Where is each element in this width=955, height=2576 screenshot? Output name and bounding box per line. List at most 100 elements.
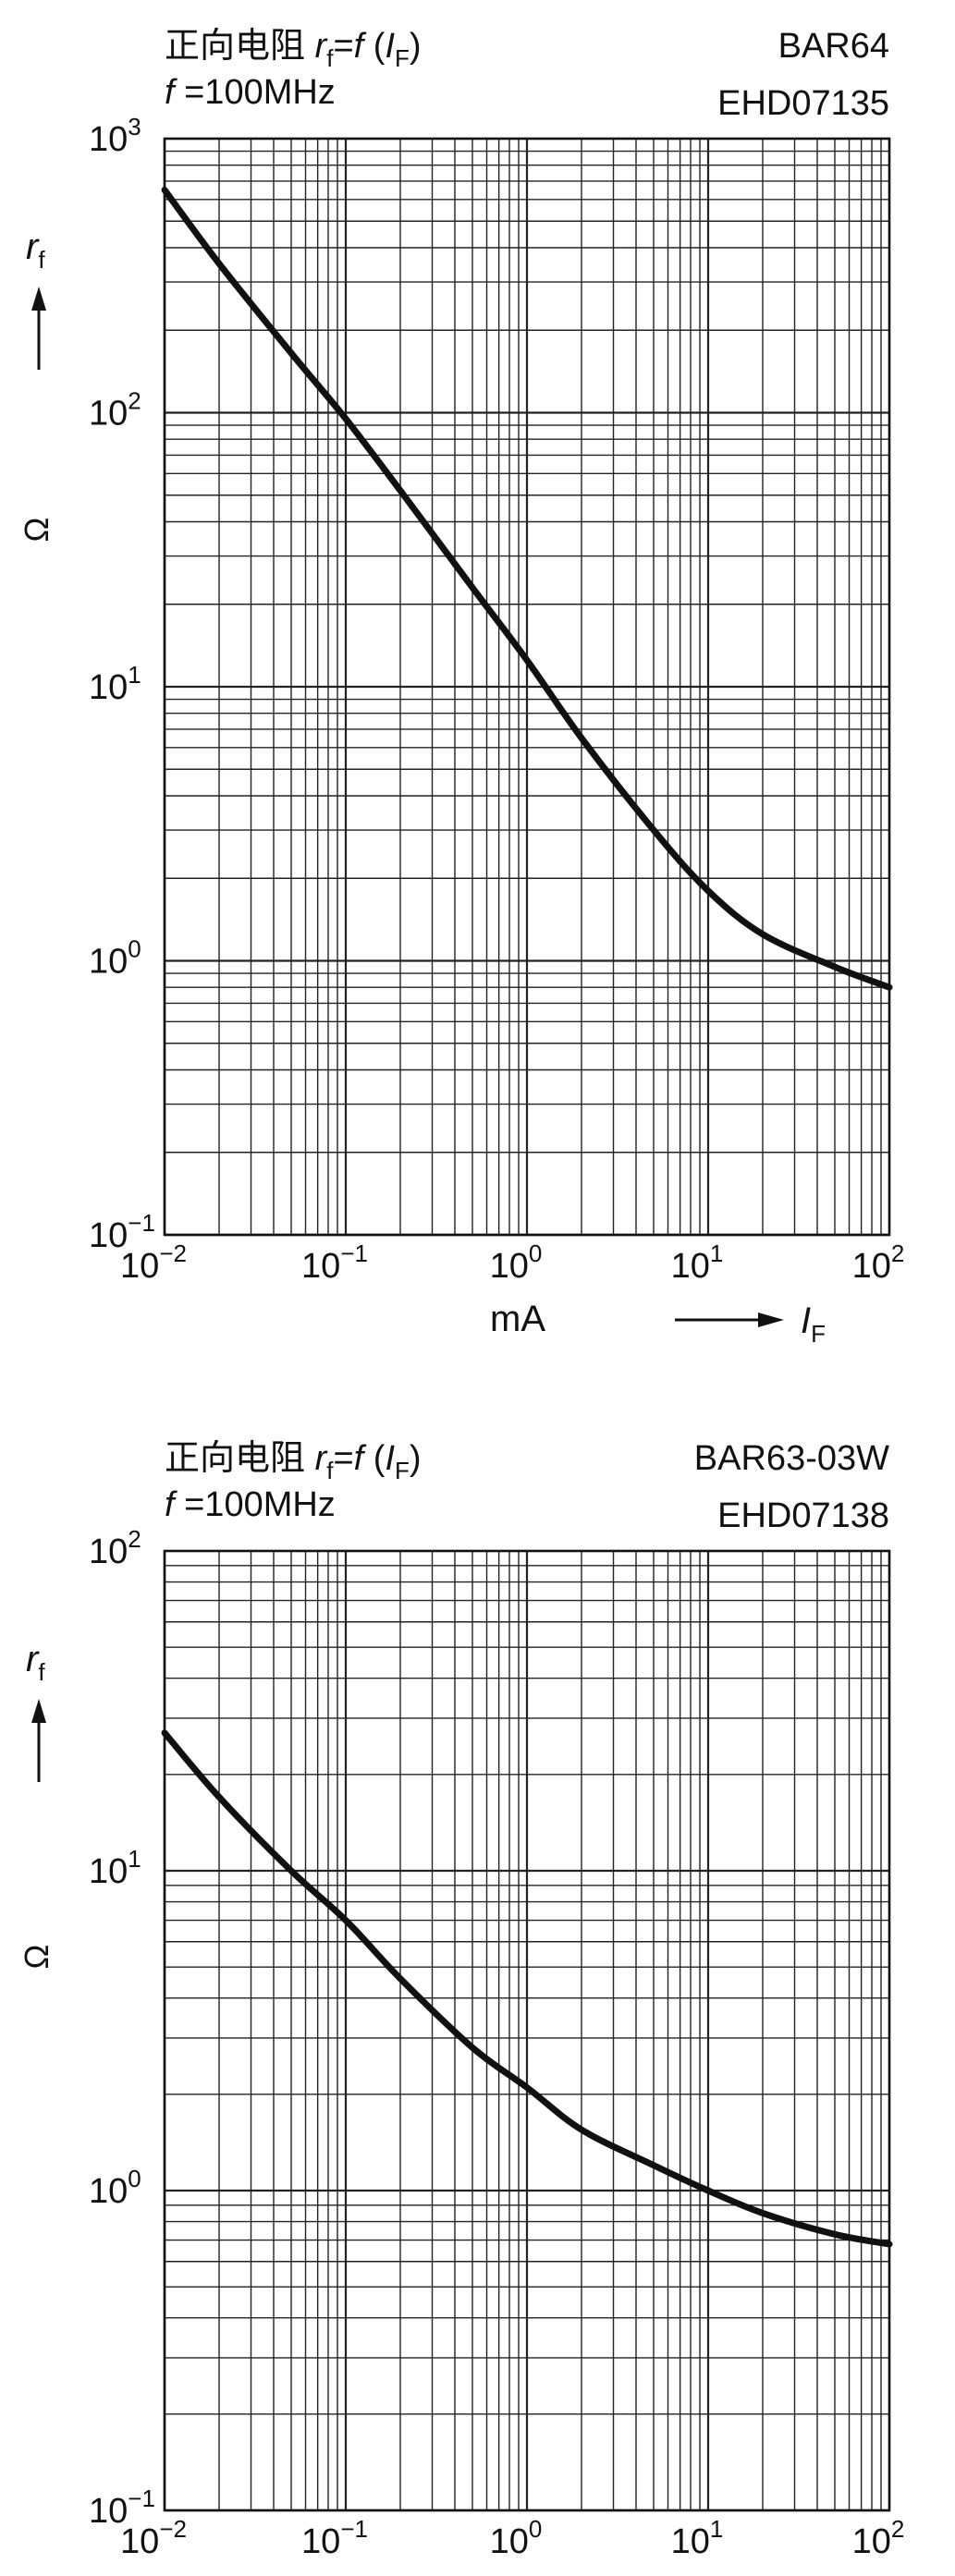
function-var-sub: F (395, 44, 410, 72)
condition-var: f (165, 1485, 178, 1524)
y-tick-base: 10 (89, 668, 128, 707)
drawing-code-text: EHD07135 (717, 84, 889, 123)
x-arrow-head (758, 1312, 784, 1327)
y-tick-label: 100 (89, 935, 141, 982)
function-eq: = (333, 1439, 353, 1478)
function-eq: = (333, 27, 353, 66)
x-tick-label: 102 (852, 2515, 905, 2561)
x-tick-base: 10 (671, 1247, 710, 1286)
y-tick-base: 10 (89, 1532, 128, 1571)
grid (163, 139, 889, 1237)
x-tick-exponent: −1 (340, 2515, 368, 2543)
function-lhs: r (315, 27, 328, 66)
part-number-text: BAR64 (778, 27, 889, 66)
plot-frame (163, 1549, 891, 2512)
y-tick-label: 102 (89, 1525, 141, 1571)
chart-title-text: 正向电阻 (165, 25, 305, 66)
y-quantity-main: r (26, 226, 40, 267)
function-var-sub: F (395, 1457, 410, 1484)
x-tick-base: 10 (301, 1247, 340, 1286)
y-tick-exponent: −1 (128, 1209, 155, 1237)
x-tick-label: 10−2 (120, 2515, 187, 2561)
x-tick-exponent: −2 (159, 2515, 187, 2543)
chart-1: 10−210−110010110210−1100101102ΩrfmAIF正向电… (18, 1437, 905, 2576)
x-tick-base: 10 (852, 2522, 891, 2561)
y-tick-base: 10 (89, 1216, 128, 1255)
function-var: I (385, 27, 395, 66)
y-axis-unit: Ω (18, 518, 55, 543)
y-axis-unit-text: Ω (18, 518, 55, 543)
function-var: I (385, 1439, 395, 1478)
y-tick-base: 10 (89, 1852, 128, 1891)
x-axis-unit: mA (490, 1299, 545, 1339)
function-open: ( (363, 1439, 386, 1478)
function-lhs: r (315, 1439, 328, 1478)
chart-title: 正向电阻 rf=f (IF) (165, 25, 422, 72)
grid (163, 1551, 889, 2512)
y-quantity-label: rf (26, 226, 45, 274)
y-tick-exponent: −1 (128, 2484, 155, 2512)
x-axis-unit-text: mA (490, 1299, 545, 1339)
y-tick-label: 102 (89, 387, 141, 433)
x-tick-exponent: −1 (340, 1239, 368, 1267)
x-tick-exponent: 1 (710, 1239, 723, 1267)
x-tick-base: 10 (120, 2522, 159, 2561)
x-tick-label: 101 (671, 1239, 724, 1286)
x-tick-base: 10 (490, 2522, 529, 2561)
y-tick-base: 10 (89, 2492, 128, 2531)
y-tick-exponent: 2 (128, 387, 141, 415)
y-tick-label: 10−1 (89, 2484, 155, 2531)
chart-condition: f =100MHz (165, 73, 336, 112)
y-arrow-head (31, 1699, 46, 1723)
drawing-code: EHD07135 (717, 84, 889, 123)
drawing-code: EHD07138 (717, 1496, 889, 1535)
y-tick-base: 10 (89, 943, 128, 982)
x-tick-exponent: 0 (529, 2515, 542, 2543)
chart-condition: f =100MHz (165, 1485, 336, 1524)
x-tick-exponent: 0 (529, 1239, 542, 1267)
y-tick-exponent: 1 (128, 1845, 141, 1873)
x-quantity-sub: F (811, 1320, 826, 1348)
x-tick-base: 10 (852, 1247, 891, 1286)
function-lhs-sub: f (326, 1457, 334, 1484)
function-close: ) (410, 1439, 422, 1478)
y-tick-label: 10−1 (89, 1209, 155, 1255)
title-spacer (305, 27, 315, 66)
x-tick-base: 10 (671, 2522, 710, 2561)
y-tick-label: 101 (89, 1845, 141, 1891)
y-quantity-main: r (26, 1639, 40, 1679)
chart-title: 正向电阻 rf=f (IF) (165, 1437, 422, 1484)
series-line-0 (161, 1729, 893, 2248)
y-quantity-label: rf (26, 1639, 45, 1686)
function-close: ) (410, 27, 422, 66)
y-tick-exponent: 3 (128, 113, 141, 140)
y-tick-exponent: 2 (128, 1525, 141, 1553)
y-tick-label: 101 (89, 661, 141, 707)
y-arrow-head (31, 287, 46, 311)
y-tick-label: 103 (89, 113, 141, 159)
x-tick-label: 101 (671, 2515, 724, 2561)
x-quantity-label: IF (801, 1300, 826, 1348)
x-tick-base: 10 (490, 1247, 529, 1286)
part-number-text: BAR63-03W (694, 1439, 889, 1478)
title-spacer (305, 1439, 315, 1478)
drawing-code-text: EHD07138 (717, 1496, 889, 1535)
x-tick-label: 100 (490, 2515, 543, 2561)
y-tick-exponent: 0 (128, 935, 141, 963)
x-tick-base: 10 (301, 2522, 340, 2561)
condition-text: =100MHz (175, 1485, 336, 1524)
y-tick-base: 10 (89, 2172, 128, 2211)
function-name: f (354, 1439, 367, 1478)
condition-text: =100MHz (175, 73, 336, 112)
part-number: BAR63-03W (694, 1439, 889, 1478)
condition-var: f (165, 73, 178, 112)
y-axis-unit: Ω (18, 1945, 55, 1970)
function-open: ( (363, 27, 386, 66)
function-lhs-sub: f (326, 44, 334, 72)
x-quantity-main: I (801, 1300, 811, 1341)
x-tick-label: 10−1 (301, 2515, 368, 2561)
series-line-0 (161, 187, 893, 991)
